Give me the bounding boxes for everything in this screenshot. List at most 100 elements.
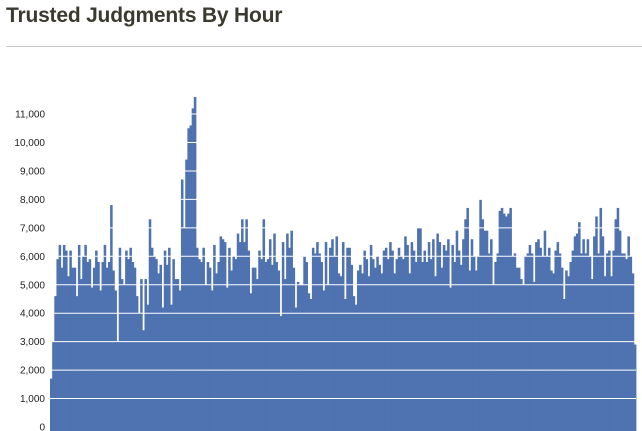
bar [350, 264, 354, 431]
bar [440, 267, 444, 431]
y-tick-label: 11,000 [15, 110, 45, 121]
bar [597, 253, 600, 431]
bar [107, 261, 111, 431]
title-divider [6, 46, 642, 47]
bar [462, 239, 465, 431]
bar [625, 259, 628, 431]
bar [539, 247, 542, 431]
bar [352, 296, 356, 431]
bar [86, 261, 90, 431]
bar [601, 236, 605, 431]
bar [371, 259, 375, 431]
bar [580, 253, 583, 431]
bar [438, 242, 442, 431]
bar [464, 219, 467, 431]
bar [359, 264, 362, 431]
bar [571, 250, 575, 431]
bar [419, 227, 422, 431]
bar [406, 244, 409, 431]
bar [477, 256, 480, 431]
bar [52, 341, 55, 431]
bar [105, 267, 109, 431]
bar [140, 279, 143, 431]
bar [198, 259, 201, 431]
bar [191, 108, 195, 431]
bar [339, 276, 343, 431]
bar [62, 244, 66, 431]
bar [517, 267, 521, 431]
bar [97, 261, 100, 431]
bar [408, 273, 412, 431]
bar [423, 250, 427, 431]
bar [71, 267, 75, 431]
bar [131, 261, 135, 431]
bar [219, 236, 223, 431]
bar [180, 179, 184, 431]
bar [54, 296, 57, 431]
bar [573, 236, 577, 431]
bar [520, 279, 523, 431]
bar [155, 259, 158, 431]
bar [183, 227, 186, 431]
bar [545, 256, 549, 431]
bar [101, 261, 105, 431]
y-tick-label: 0 [39, 423, 45, 431]
bar [65, 250, 68, 431]
bar [384, 247, 388, 431]
bar [234, 259, 238, 431]
bar [251, 267, 255, 431]
bar [142, 330, 145, 431]
bar [554, 250, 557, 431]
bar [150, 247, 154, 431]
bar [247, 250, 251, 431]
bar [565, 270, 568, 431]
bar [610, 276, 613, 431]
bar [135, 296, 139, 431]
bar [58, 244, 62, 431]
y-tick-label: 3,000 [20, 337, 45, 348]
bar [56, 259, 59, 431]
bar [301, 284, 304, 431]
bar [395, 259, 399, 431]
bar [228, 247, 231, 431]
bar [215, 273, 218, 431]
bar [226, 287, 229, 431]
bar [427, 242, 431, 431]
bar [603, 276, 607, 431]
bar [588, 256, 592, 431]
bar [148, 219, 152, 431]
bar [382, 250, 386, 431]
y-tick-label: 6,000 [20, 252, 45, 263]
bar [114, 290, 117, 431]
bar [522, 284, 525, 431]
bar [75, 296, 79, 431]
bar [494, 261, 497, 431]
bar [397, 247, 401, 431]
bar [442, 244, 446, 431]
bar [187, 128, 190, 431]
bar [526, 253, 530, 431]
bar [535, 242, 538, 431]
bar [238, 242, 242, 431]
bar [356, 270, 360, 431]
bar [475, 270, 478, 431]
bar [627, 236, 630, 431]
bar [354, 304, 358, 431]
bar [294, 307, 298, 431]
bar [612, 250, 615, 431]
bar [586, 239, 590, 431]
bar [455, 230, 459, 431]
y-tick-label: 9,000 [20, 166, 45, 177]
bar [230, 270, 233, 431]
bar [290, 230, 293, 431]
bar [618, 230, 622, 431]
bar [200, 261, 203, 431]
bar [472, 256, 476, 431]
bar [346, 247, 349, 431]
bar [318, 253, 321, 431]
bar [189, 125, 193, 431]
bar [389, 242, 392, 431]
bar [547, 247, 551, 431]
bar [146, 304, 150, 431]
